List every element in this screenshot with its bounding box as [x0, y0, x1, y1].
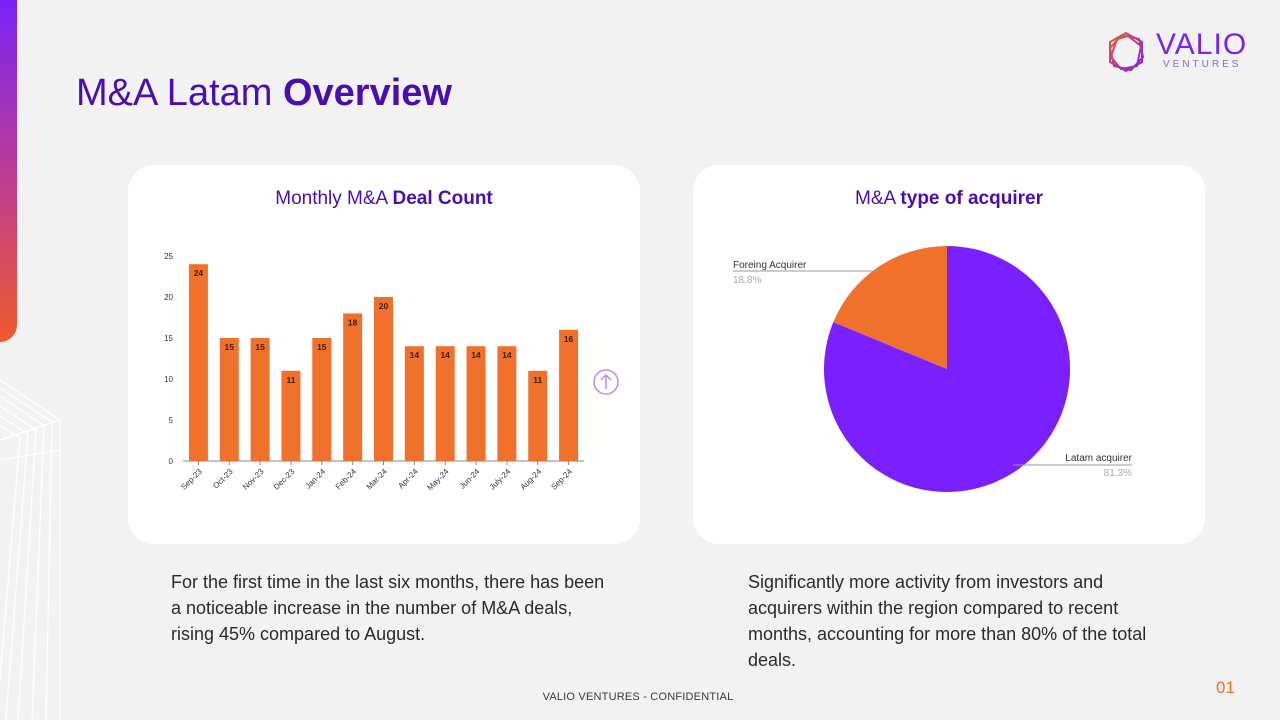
bar-value-label: 24 — [194, 268, 204, 278]
acquirer-type-title-light: M&A — [855, 188, 896, 209]
page-number: 01 — [1216, 678, 1235, 697]
logo-subtitle: VENTURES — [1163, 59, 1242, 70]
x-tick-label: Mar-24 — [365, 467, 390, 492]
deal-count-title-bold: Deal Count — [392, 188, 493, 209]
x-tick-label: Jan-24 — [304, 467, 328, 491]
y-tick-label: 25 — [164, 252, 173, 261]
x-tick-label: Nov-23 — [241, 467, 266, 492]
arrow-up-circle-icon[interactable] — [592, 368, 620, 396]
bar-Jun-24 — [466, 346, 486, 461]
deal-count-card: Monthly M&A Deal Count 0 5 10 15 20 25 24 Sep-2… — [128, 165, 640, 544]
y-tick-label: 5 — [169, 416, 174, 425]
page-title-light: M&A Latam — [76, 72, 273, 114]
x-tick-label: Dec-23 — [272, 467, 297, 492]
bar-Sep-23 — [188, 264, 208, 461]
x-tick-label: July-24 — [488, 467, 513, 492]
bar-May-24 — [435, 346, 455, 461]
pie-slice-latam-acquirer — [824, 246, 1070, 493]
acquirer-type-title: M&A type of acquirer — [693, 187, 1205, 211]
bar-value-label: 11 — [533, 375, 542, 385]
bar-July-24 — [497, 346, 517, 461]
x-tick-label: Sep-24 — [549, 467, 574, 492]
bar-value-label: 11 — [286, 375, 295, 385]
bar-Apr-24 — [404, 346, 424, 461]
decorative-lines — [0, 380, 61, 720]
bar-value-label: 14 — [410, 350, 420, 360]
bar-Mar-24 — [374, 297, 393, 461]
pie-label: Foreing Acquirer — [733, 260, 807, 271]
bar-Sep-24 — [559, 329, 579, 461]
y-tick-label: 15 — [164, 334, 173, 343]
bar-Nov-23 — [250, 338, 270, 461]
x-tick-label: Apr-24 — [396, 467, 420, 491]
acquirer-type-card: M&A type of acquirer Latam acquirer 81.3%… — [693, 165, 1205, 544]
acquirer-type-description: Significantly more activity from investo… — [748, 572, 1147, 670]
side-accent-bar — [0, 0, 17, 342]
deal-count-title: Monthly M&A Deal Count — [128, 187, 640, 211]
page-title-bold: Overview — [282, 72, 452, 114]
x-tick-label: Oct-23 — [211, 467, 235, 491]
x-tick-label: Aug-24 — [519, 467, 544, 492]
pie-value-label: 18.8% — [733, 275, 761, 286]
y-tick-label: 10 — [164, 375, 173, 384]
pie-slice-foreing-acquirer — [833, 246, 947, 369]
y-tick-label: 0 — [169, 457, 174, 466]
bar-value-label: 15 — [255, 342, 265, 352]
x-tick-label: Jun-24 — [458, 467, 482, 491]
bar-Oct-23 — [219, 338, 239, 461]
bar-Aug-24 — [528, 370, 548, 461]
pie-label: Latam acquirer — [1065, 453, 1132, 464]
bar-Jan-24 — [312, 338, 332, 461]
logo-wordmark: VALIO — [1156, 28, 1248, 61]
bar-value-label: 15 — [225, 342, 235, 352]
bar-value-label: 14 — [440, 350, 450, 360]
x-tick-label: Feb-24 — [334, 467, 359, 492]
hexagon-logo-icon — [1108, 31, 1145, 73]
deal-count-bar-chart: 0 5 10 15 20 25 24 Sep-23 15 Oct-23 15 Nov-23 11 Dec-… — [164, 252, 584, 493]
pie-value-label: 81.3% — [1104, 468, 1132, 479]
bar-value-label: 14 — [502, 350, 512, 360]
bar-Feb-24 — [343, 313, 363, 461]
x-tick-label: May-24 — [425, 467, 451, 493]
acquirer-type-title-bold: type of acquirer — [900, 188, 1043, 209]
y-tick-label: 20 — [164, 293, 173, 302]
bar-value-label: 16 — [564, 334, 574, 344]
footer-confidential: VALIO VENTURES - CONFIDENTIAL — [542, 691, 734, 703]
bar-value-label: 18 — [348, 317, 358, 327]
acquirer-type-pie-chart: Latam acquirer 81.3% Foreing Acquirer 18.8% — [733, 246, 1133, 493]
bar-value-label: 15 — [317, 342, 327, 352]
bar-Dec-23 — [281, 370, 301, 461]
deal-count-description: For the first time in the last six month… — [171, 572, 605, 644]
deal-count-title-light: Monthly M&A — [275, 188, 388, 209]
bar-value-label: 14 — [471, 350, 481, 360]
x-tick-label: Sep-23 — [179, 467, 204, 492]
bar-value-label: 20 — [379, 301, 389, 311]
page-title: M&A Latam Overview — [76, 70, 452, 116]
